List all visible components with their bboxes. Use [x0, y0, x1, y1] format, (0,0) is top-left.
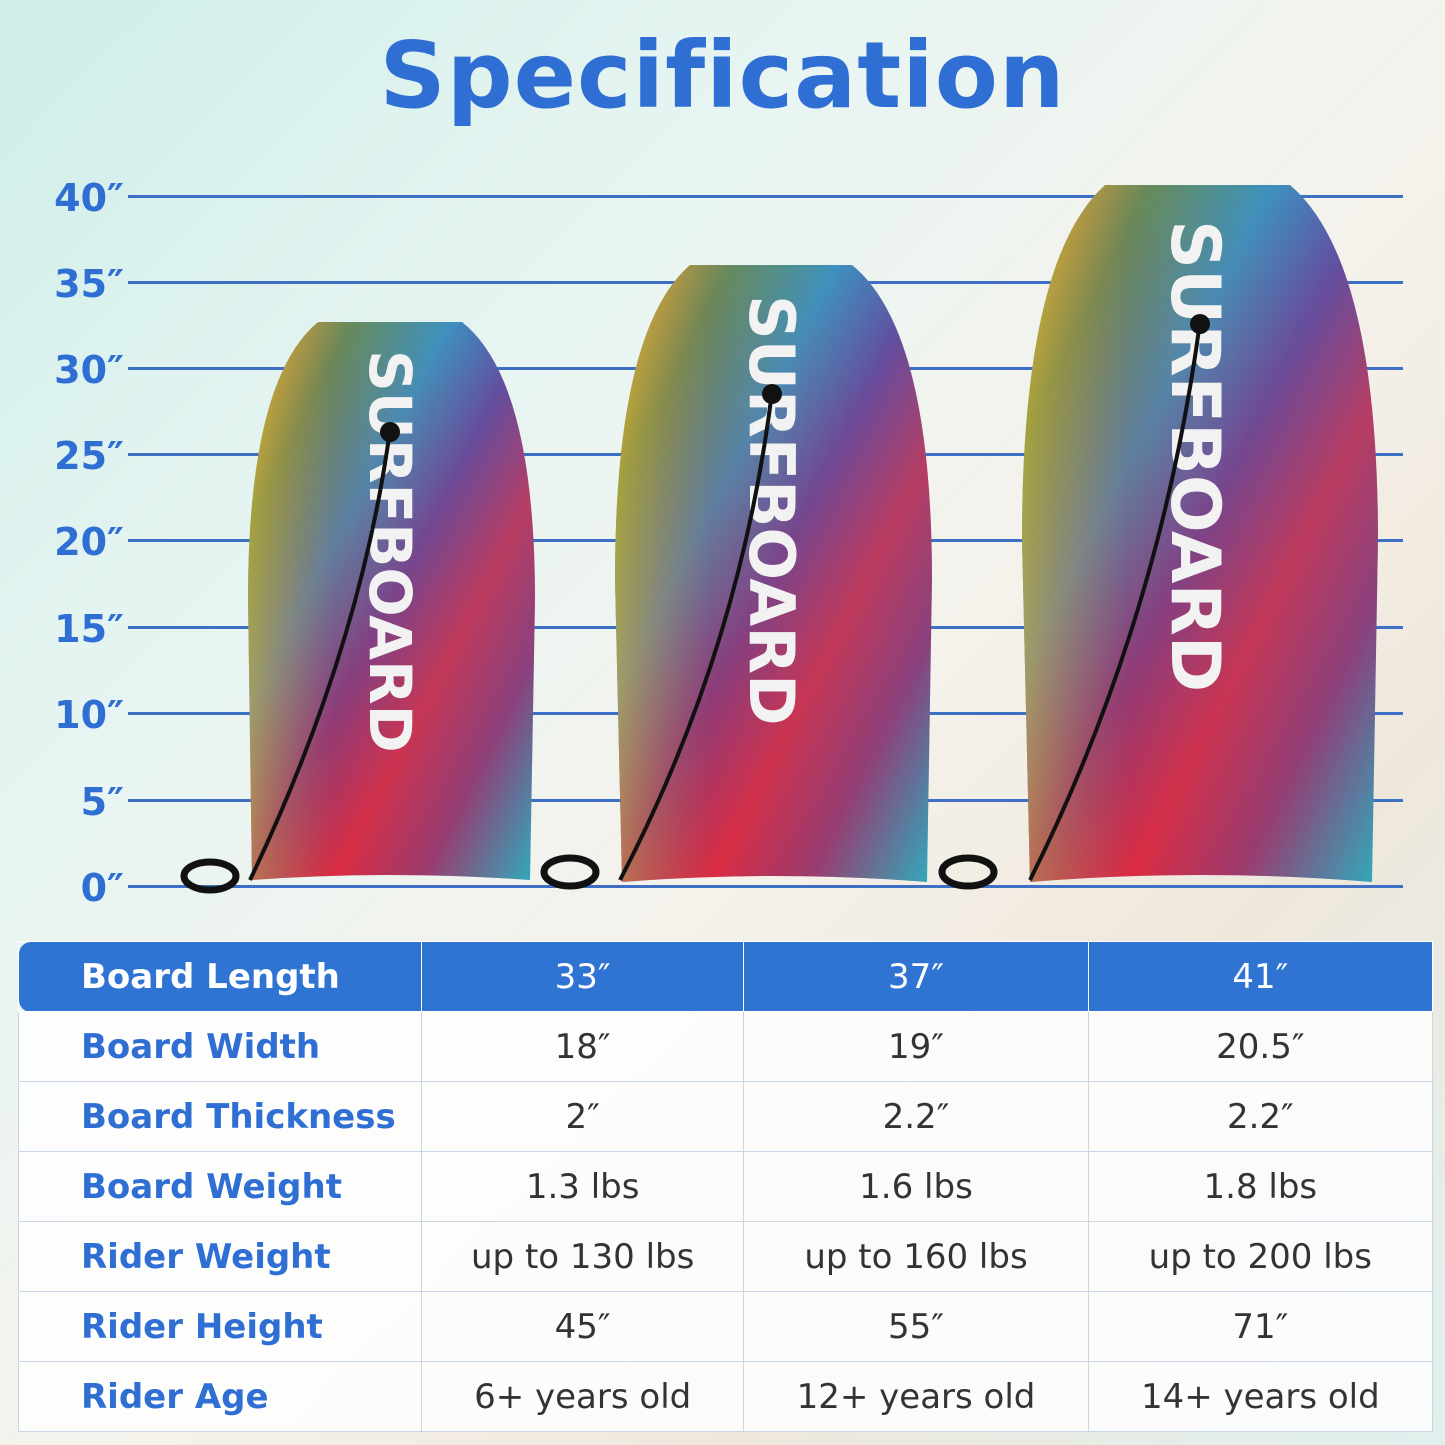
spec-table: Board Length 33″ 37″ 41″ Board Width 18″… [18, 941, 1434, 1432]
tick-label: 25″ [54, 434, 124, 478]
board-37: SURFBOARD [540, 265, 932, 890]
cell: 2.2″ [1087, 1081, 1434, 1152]
cell: 12+ years old [743, 1361, 1089, 1432]
leash [248, 429, 392, 881]
cell: 2″ [420, 1081, 745, 1152]
board-print: SURFBOARD [735, 295, 808, 726]
table-row: Board Width 18″ 19″ 20.5″ [18, 1011, 1434, 1082]
tick-label: 30″ [54, 348, 124, 392]
wrist-strap [938, 854, 998, 890]
board-41: SURFBOARD [938, 185, 1378, 890]
tick-label: 20″ [54, 520, 124, 564]
cell: up to 130 lbs [420, 1221, 745, 1292]
cell: 45″ [420, 1291, 745, 1362]
boards-illustration: SURFBOARD SURFBOARD SURFBOARD [180, 185, 1378, 894]
wrist-strap [180, 858, 240, 894]
tick-label: 0″ [80, 866, 124, 910]
cell: 1.3 lbs [420, 1151, 745, 1222]
cell: 71″ [1087, 1291, 1434, 1362]
leash-plug [380, 422, 400, 442]
leash-plug [1190, 314, 1210, 334]
row-label: Rider Height [18, 1291, 422, 1362]
table-row: Rider Weight up to 130 lbs up to 160 lbs… [18, 1221, 1434, 1292]
table-header-row: Board Length 33″ 37″ 41″ [18, 941, 1434, 1012]
wrist-strap [540, 854, 600, 890]
table-row: Board Thickness 2″ 2.2″ 2.2″ [18, 1081, 1434, 1152]
cell: up to 160 lbs [743, 1221, 1089, 1292]
cell: 41″ [1087, 941, 1434, 1012]
cell: 1.8 lbs [1087, 1151, 1434, 1222]
tick-label: 5″ [80, 780, 124, 824]
row-label: Board Weight [18, 1151, 422, 1222]
ruler-line [128, 195, 1403, 198]
tick-label: 10″ [54, 693, 124, 737]
row-label: Rider Weight [18, 1221, 422, 1292]
tick-label: 40″ [54, 176, 124, 220]
cell: 18″ [420, 1011, 745, 1082]
ruler-line [128, 885, 1403, 888]
leash [618, 391, 774, 881]
row-label: Rider Age [18, 1361, 422, 1432]
board-33: SURFBOARD [180, 322, 535, 894]
cell: 19″ [743, 1011, 1089, 1082]
tick-label: 15″ [54, 607, 124, 651]
tick-label: 35″ [54, 262, 124, 306]
row-label: Board Length [18, 941, 422, 1012]
row-label: Board Width [18, 1011, 422, 1082]
cell: 33″ [420, 941, 745, 1012]
board-print: SURFBOARD [1155, 220, 1234, 692]
table-row: Board Weight 1.3 lbs 1.6 lbs 1.8 lbs [18, 1151, 1434, 1222]
cell: 20.5″ [1087, 1011, 1434, 1082]
table-row: Rider Age 6+ years old 12+ years old 14+… [18, 1361, 1434, 1432]
cell: 2.2″ [743, 1081, 1089, 1152]
cell: 6+ years old [420, 1361, 745, 1432]
cell: 14+ years old [1087, 1361, 1434, 1432]
leash-plug [762, 384, 782, 404]
table-row: Rider Height 45″ 55″ 71″ [18, 1291, 1434, 1362]
row-label: Board Thickness [18, 1081, 422, 1152]
cell: 37″ [743, 941, 1089, 1012]
page-title: Specification [379, 22, 1066, 129]
leash [1028, 321, 1202, 881]
cell: 55″ [743, 1291, 1089, 1362]
cell: 1.6 lbs [743, 1151, 1089, 1222]
cell: up to 200 lbs [1087, 1221, 1434, 1292]
